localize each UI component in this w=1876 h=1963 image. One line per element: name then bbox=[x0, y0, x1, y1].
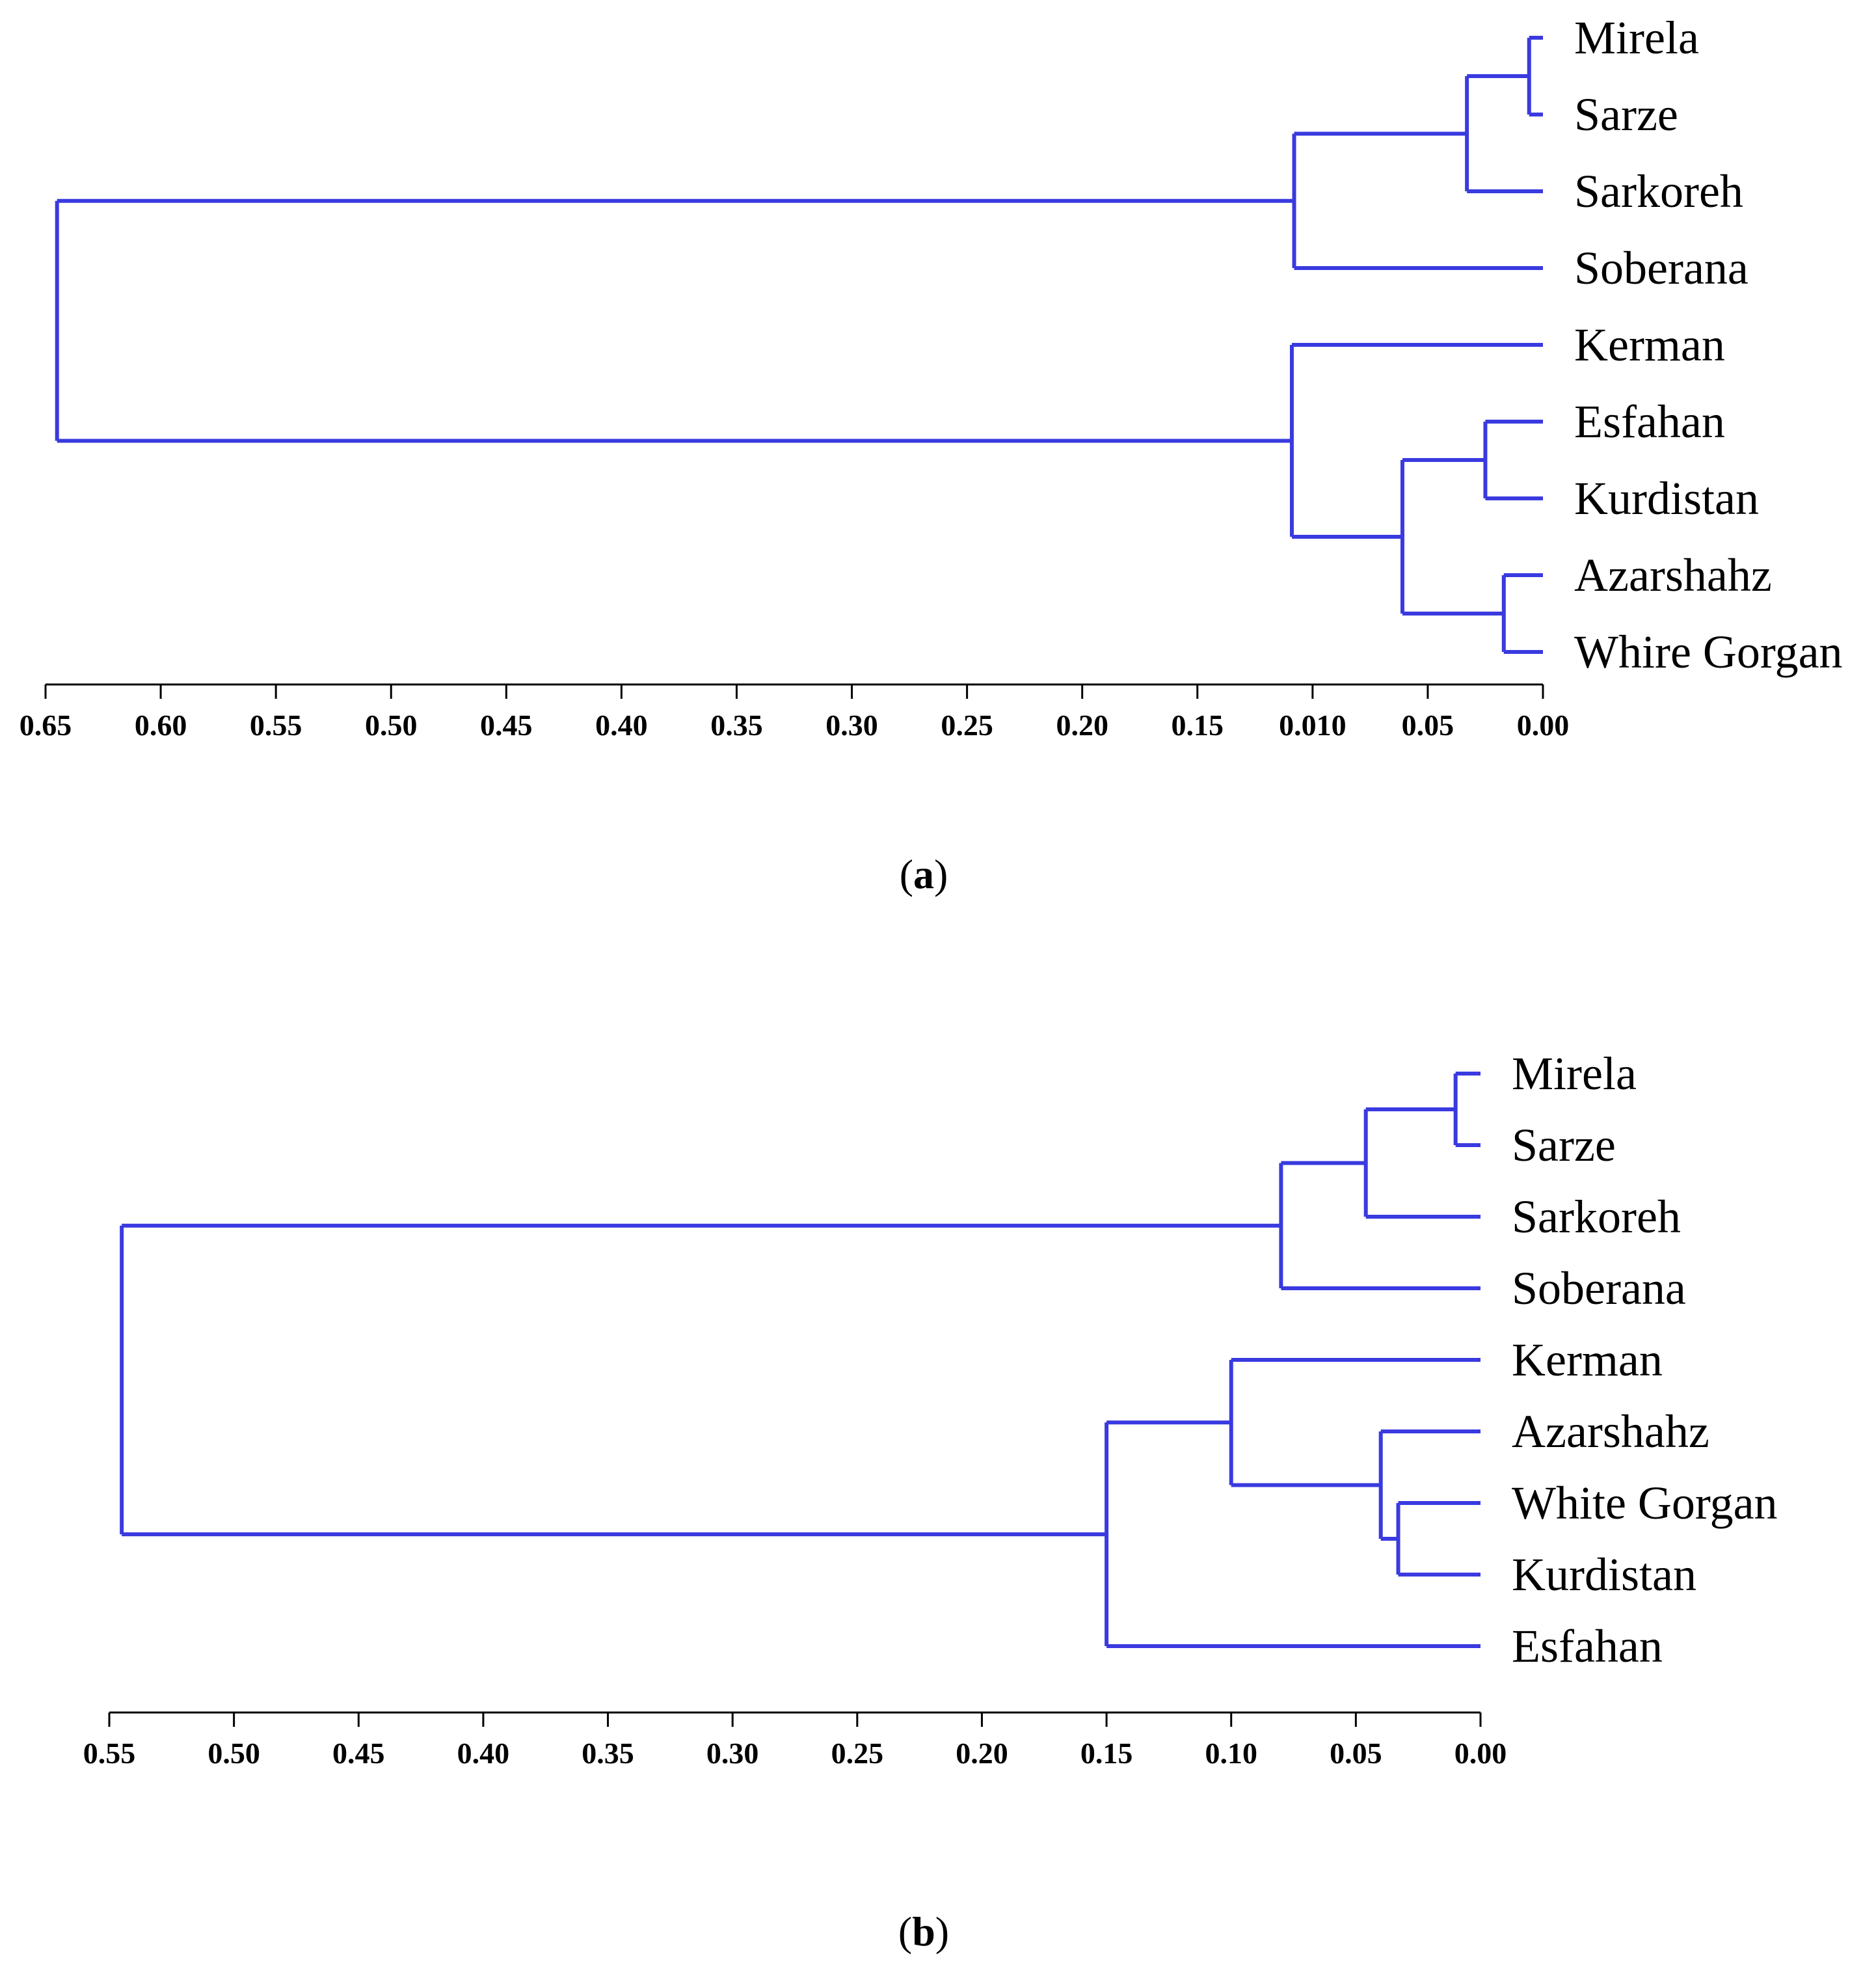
leaf-label: Sarze bbox=[1574, 88, 1678, 141]
panel-caption: (b) bbox=[898, 1908, 949, 1955]
x-tick-label: 0.20 bbox=[1056, 709, 1108, 742]
leaf-label: Mirela bbox=[1574, 12, 1699, 64]
x-tick-label: 0.25 bbox=[941, 709, 993, 742]
x-tick-label: 0.50 bbox=[208, 1737, 260, 1770]
dendrogram-panel-b: Mirela Sarze Sarkoreh Soberana Kerman Azarsha… bbox=[83, 1048, 1778, 1955]
leaf-label: Kurdistan bbox=[1512, 1549, 1696, 1601]
leaf-label: Esfahan bbox=[1574, 396, 1725, 448]
x-tick-label: 0.60 bbox=[135, 709, 187, 742]
x-tick-label: 0.010 bbox=[1279, 709, 1347, 742]
leaf-label: Mirela bbox=[1512, 1048, 1637, 1100]
leaf-label: Soberana bbox=[1574, 242, 1749, 294]
x-tick-label: 0.30 bbox=[706, 1737, 759, 1770]
leaf-label: Esfahan bbox=[1512, 1620, 1663, 1672]
leaf-label: Sarkoreh bbox=[1574, 165, 1743, 217]
x-tick-label: 0.20 bbox=[956, 1737, 1008, 1770]
x-tick-label: 0.35 bbox=[582, 1737, 634, 1770]
x-tick-label: 0.05 bbox=[1330, 1737, 1382, 1770]
leaf-label: Kerman bbox=[1574, 319, 1725, 371]
x-tick-label: 0.65 bbox=[20, 709, 72, 742]
x-tick-label: 0.40 bbox=[595, 709, 648, 742]
leaf-label: Azarshahz bbox=[1512, 1405, 1709, 1457]
x-tick-label: 0.30 bbox=[825, 709, 878, 742]
leaf-label: Kerman bbox=[1512, 1334, 1663, 1386]
x-tick-label: 0.10 bbox=[1205, 1737, 1257, 1770]
leaf-label: Sarkoreh bbox=[1512, 1191, 1681, 1243]
leaf-label: Whire Gorgan bbox=[1574, 626, 1843, 678]
x-tick-label: 0.15 bbox=[1080, 1737, 1133, 1770]
leaf-label: Kurdistan bbox=[1574, 472, 1759, 524]
x-tick-label: 0.55 bbox=[83, 1737, 136, 1770]
x-tick-label: 0.45 bbox=[332, 1737, 385, 1770]
x-tick-label: 0.35 bbox=[710, 709, 763, 742]
panel-caption: (a) bbox=[900, 851, 948, 897]
x-tick-label: 0.25 bbox=[831, 1737, 884, 1770]
leaf-label: White Gorgan bbox=[1512, 1477, 1778, 1529]
leaf-label: Sarze bbox=[1512, 1119, 1616, 1171]
leaf-label: Soberana bbox=[1512, 1262, 1686, 1314]
panel-caption-letter: a bbox=[913, 851, 934, 897]
x-tick-label: 0.55 bbox=[250, 709, 302, 742]
leaf-label: Azarshahz bbox=[1574, 549, 1772, 601]
x-tick-label: 0.45 bbox=[480, 709, 533, 742]
x-tick-label: 0.15 bbox=[1172, 709, 1224, 742]
x-tick-label: 0.05 bbox=[1402, 709, 1454, 742]
x-tick-label: 0.00 bbox=[1454, 1737, 1507, 1770]
dendrogram-panel-a: Mirela Sarze Sarkoreh Soberana Kerman Esfahan… bbox=[20, 12, 1843, 897]
x-tick-label: 0.00 bbox=[1517, 709, 1570, 742]
x-tick-label: 0.40 bbox=[457, 1737, 510, 1770]
x-tick-label: 0.50 bbox=[365, 709, 418, 742]
panel-caption-letter: b bbox=[912, 1908, 935, 1955]
